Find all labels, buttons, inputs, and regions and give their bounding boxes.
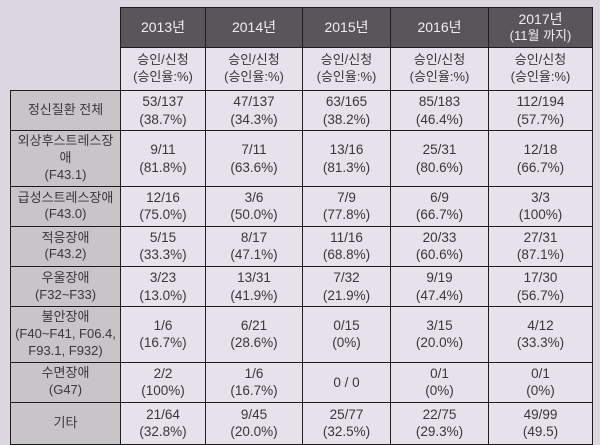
data-cell: 20/33 (60.6%)	[390, 225, 489, 268]
row-label: 급성스트레스장애 (F43.0)	[10, 185, 121, 227]
year-header-cell: 2013년	[120, 6, 206, 49]
data-cell: 1/6 (16.7%)	[120, 306, 206, 363]
data-cell: 22/75 (29.3%)	[390, 401, 489, 445]
table-row: 적응장애 (F43.2) 5/15 (33.3%) 8/17 (47.1%) 11/16 (6…	[10, 225, 593, 268]
data-cell: 6/9 (66.7%)	[390, 185, 489, 227]
data-cell: 11/16 (68.8%)	[302, 225, 391, 268]
approval-subheader-cell: 승인/신청 (승인율:%)	[302, 47, 391, 92]
data-cell: 9/19 (47.4%)	[390, 266, 489, 308]
approval-subheader-cell: 승인/신청 (승인율:%)	[488, 47, 593, 92]
row-label: 외상후스트레스장애 (F43.1)	[10, 130, 121, 187]
data-cell: 0/1 (0%)	[488, 361, 593, 403]
table-row: 정신질환 전체 53/137 (38.7%) 47/137 (34.3%) 63/165(…	[10, 90, 593, 132]
row-label: 정신질환 전체	[10, 90, 121, 132]
data-cell: 25/77 (32.5%)	[302, 401, 391, 445]
data-cell: 9/11 (81.8%)	[120, 130, 206, 187]
table-row: 수면장애 (G47) 2/2 (100%) 1/6 (16.7%) 0 / 0 0/1 (0%)…	[10, 361, 593, 403]
row-label: 기타	[10, 401, 121, 445]
claims-approval-table: 2013년 2014년 2015년 2016년 2017년 (11월 까지) 승인/신청(…	[10, 6, 593, 445]
subheader-row: 승인/신청 (승인율:%) 승인/신청 (승인율:%) 승인/신청 (승인율:%) 승인/신…	[11, 47, 593, 92]
data-cell: 1/6 (16.7%)	[205, 361, 303, 403]
data-cell: 53/137 (38.7%)	[120, 90, 206, 132]
table-body: 정신질환 전체 53/137 (38.7%) 47/137 (34.3%) 63/165(…	[10, 90, 593, 445]
data-cell: 63/165 (38.2%)	[302, 90, 391, 132]
data-cell: 8/17 (47.1%)	[205, 225, 303, 268]
data-cell: 3/23 (13.0%)	[120, 266, 206, 308]
table-row: 우울장애 (F32~F33) 3/23 (13.0%) 13/31 (41.9%) 7/32…	[10, 266, 593, 308]
data-cell: 9/45 (20.0%)	[205, 401, 303, 445]
data-cell: 7/9 (77.8%)	[302, 185, 391, 227]
table-row: 기타 21/64 (32.8%) 9/45 (20.0%) 25/77 (32.5%) 22/…	[10, 401, 593, 445]
row-label: 적응장애 (F43.2)	[10, 225, 121, 268]
data-cell: 3/6 (50.0%)	[205, 185, 303, 227]
data-cell: 85/183 (46.4%)	[390, 90, 489, 132]
year-header-cell: 2014년	[205, 6, 303, 49]
data-cell: 3/15 (20.0%)	[390, 306, 489, 363]
data-cell: 4/12 (33.3%)	[488, 306, 593, 363]
data-cell: 0 / 0	[302, 361, 391, 403]
data-cell: 2/2 (100%)	[120, 361, 206, 403]
row-label: 불안장애 (F40~F41, F06.4, F93.1, F932)	[10, 306, 121, 363]
blank-corner-cell	[11, 8, 121, 91]
data-cell: 3/3 (100%)	[488, 185, 593, 227]
data-cell: 47/137 (34.3%)	[205, 90, 303, 132]
row-label: 우울장애 (F32~F33)	[10, 266, 121, 308]
data-cell: 0/15 (0%)	[302, 306, 391, 363]
approval-subheader-cell: 승인/신청 (승인율:%)	[390, 47, 489, 92]
approval-subheader-cell: 승인/신청 (승인율:%)	[120, 47, 206, 92]
approval-subheader-cell: 승인/신청 (승인율:%)	[205, 47, 303, 92]
year-header-cell: 2015년	[302, 6, 391, 49]
year-header-row: 2013년 2014년 2015년 2016년 2017년 (11월 까지)	[11, 6, 593, 49]
data-cell: 13/31 (41.9%)	[205, 266, 303, 308]
data-cell: 5/15 (33.3%)	[120, 225, 206, 268]
data-cell: 7/11 (63.6%)	[205, 130, 303, 187]
data-cell: 13/16 (81.3%)	[302, 130, 391, 187]
data-cell: 27/31 (87.1%)	[488, 225, 593, 268]
data-cell: 49/99 (49.5)	[488, 401, 593, 445]
data-cell: 12/16 (75.0%)	[120, 185, 206, 227]
table-row: 불안장애 (F40~F41, F06.4, F93.1, F932) 1/6 (16.7…	[10, 306, 593, 363]
table-row: 외상후스트레스장애 (F43.1) 9/11 (81.8%) 7/11 (63.6%) 13…	[10, 130, 593, 187]
table-row: 급성스트레스장애 (F43.0) 12/16 (75.0%) 3/6 (50.0%) 7/9…	[10, 185, 593, 227]
data-cell: 17/30 (56.7%)	[488, 266, 593, 308]
data-cell: 12/18 (66.7%)	[488, 130, 593, 187]
year-header-cell: 2017년 (11월 까지)	[488, 6, 593, 49]
year-header-cell: 2016년	[390, 6, 489, 49]
data-cell: 0/1 (0%)	[390, 361, 489, 403]
row-label: 수면장애 (G47)	[10, 361, 121, 403]
page-background: 2013년 2014년 2015년 2016년 2017년 (11월 까지) 승인/신청(…	[10, 6, 593, 445]
data-cell: 6/21 (28.6%)	[205, 306, 303, 363]
data-cell: 112/194 (57.7%)	[488, 90, 593, 132]
data-cell: 21/64 (32.8%)	[120, 401, 206, 445]
data-cell: 7/32 (21.9%)	[302, 266, 391, 308]
data-cell: 25/31 (80.6%)	[390, 130, 489, 187]
